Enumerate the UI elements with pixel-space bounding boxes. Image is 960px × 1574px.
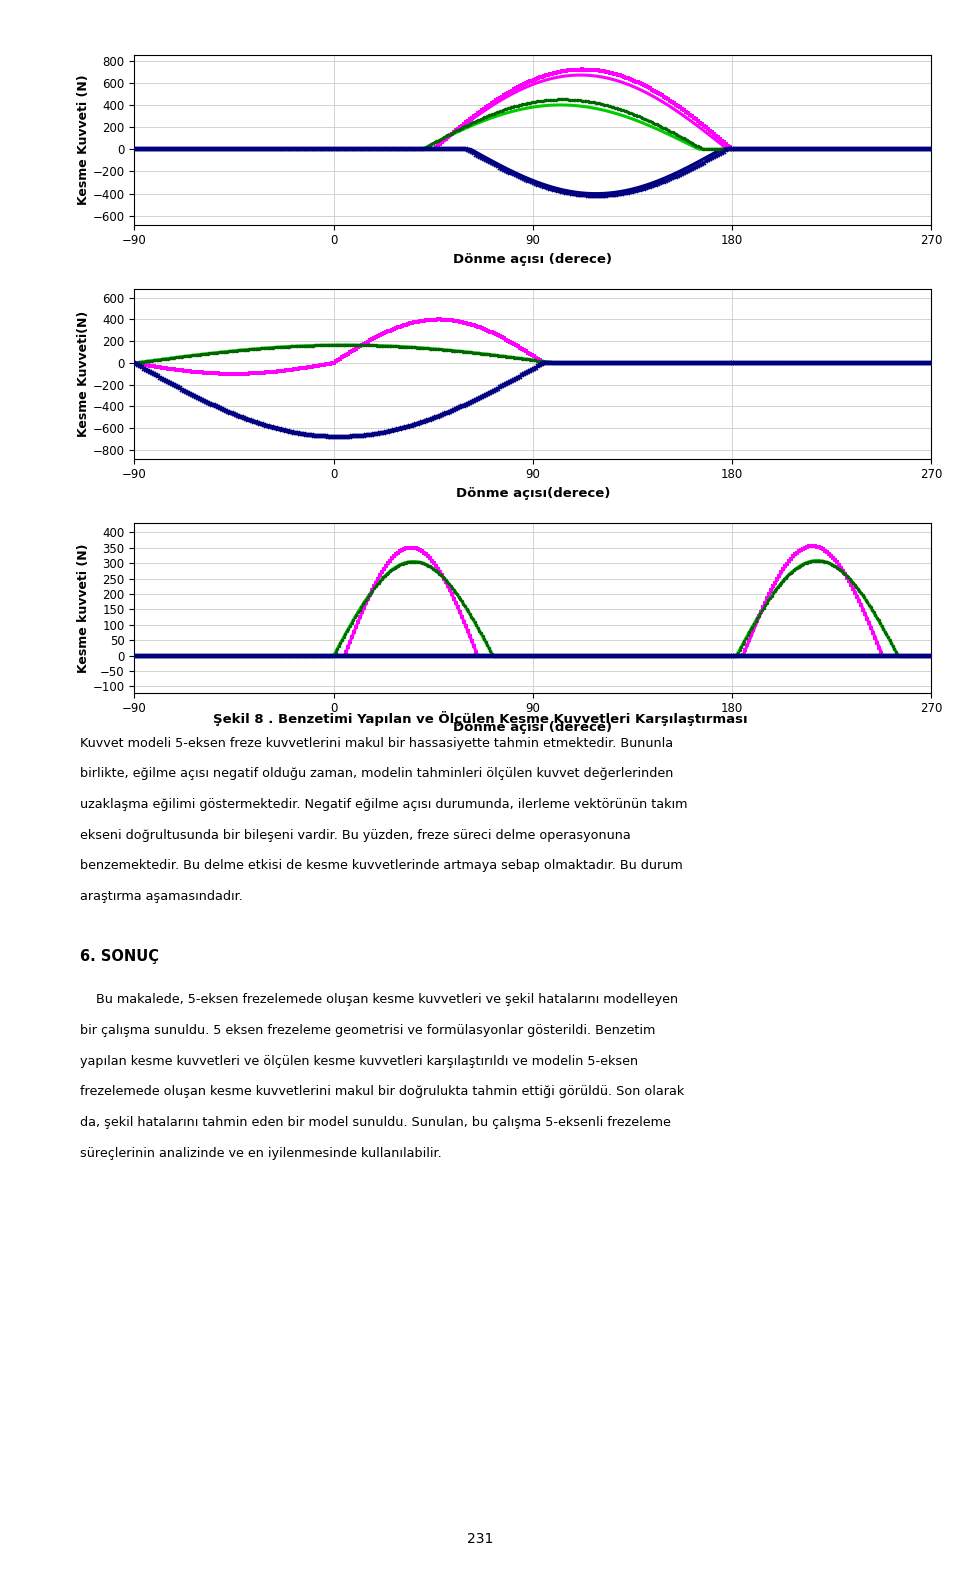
Text: bir çalışma sunuldu. 5 eksen frezeleme geometrisi ve formülasyonlar gösterildi. : bir çalışma sunuldu. 5 eksen frezeleme g… [80, 1025, 655, 1037]
Text: ekseni doğrultusunda bir bileşeni vardir. Bu yüzden, freze süreci delme operasyo: ekseni doğrultusunda bir bileşeni vardir… [80, 828, 631, 842]
Text: benzemektedir. Bu delme etkisi de kesme kuvvetlerinde artmaya sebap olmaktadır. : benzemektedir. Bu delme etkisi de kesme … [80, 859, 683, 872]
Y-axis label: Kesme Kuvveti(N): Kesme Kuvveti(N) [77, 310, 90, 438]
Text: yapılan kesme kuvvetleri ve ölçülen kesme kuvvetleri karşılaştırıldı ve modelin : yapılan kesme kuvvetleri ve ölçülen kesm… [80, 1055, 637, 1067]
Text: Bu makalede, 5-eksen frezelemede oluşan kesme kuvvetleri ve şekil hatalarını mod: Bu makalede, 5-eksen frezelemede oluşan … [80, 993, 678, 1006]
Text: da, şekil hatalarını tahmin eden bir model sunuldu. Sunulan, bu çalışma 5-eksenl: da, şekil hatalarını tahmin eden bir mod… [80, 1116, 670, 1129]
X-axis label: Dönme açısı (derece): Dönme açısı (derece) [453, 253, 612, 266]
Text: 231: 231 [467, 1532, 493, 1546]
Y-axis label: Kesme Kuvveti (N): Kesme Kuvveti (N) [77, 74, 90, 205]
Text: süreçlerinin analizinde ve en iyilenmesinde kullanılabilir.: süreçlerinin analizinde ve en iyilenmesi… [80, 1146, 442, 1160]
Text: birlikte, eğilme açısı negatif olduğu zaman, modelin tahminleri ölçülen kuvvet d: birlikte, eğilme açısı negatif olduğu za… [80, 767, 673, 781]
X-axis label: Dönme açısı(derece): Dönme açısı(derece) [456, 486, 610, 501]
Text: uzaklaşma eğilimi göstermektedir. Negatif eğilme açısı durumunda, ilerleme vektö: uzaklaşma eğilimi göstermektedir. Negati… [80, 798, 687, 811]
Text: araştırma aşamasındadır.: araştırma aşamasındadır. [80, 889, 243, 903]
Text: Şekil 8 . Benzetimi Yapılan ve Ölçülen Kesme Kuvvetleri Karşılaştırması: Şekil 8 . Benzetimi Yapılan ve Ölçülen K… [213, 711, 747, 727]
Text: 6. SONUÇ: 6. SONUÇ [80, 949, 158, 965]
Text: Kuvvet modeli 5-eksen freze kuvvetlerini makul bir hassasiyette tahmin etmektedi: Kuvvet modeli 5-eksen freze kuvvetlerini… [80, 737, 673, 749]
Text: frezelemede oluşan kesme kuvvetlerini makul bir doğrulukta tahmin ettiği görüldü: frezelemede oluşan kesme kuvvetlerini ma… [80, 1086, 684, 1099]
Y-axis label: Kesme kuvveti (N): Kesme kuvveti (N) [77, 543, 90, 672]
X-axis label: Dönme açısı (derece): Dönme açısı (derece) [453, 721, 612, 733]
